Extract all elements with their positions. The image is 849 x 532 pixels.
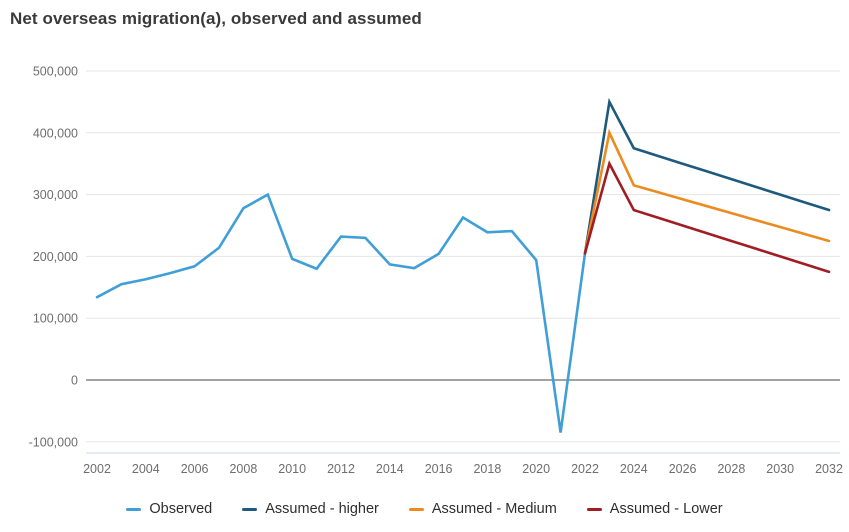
x-tick-label: 2012 — [327, 462, 355, 476]
series-line-observed[interactable] — [95, 192, 587, 433]
x-tick-label: 2008 — [229, 462, 257, 476]
y-tick-label: 0 — [71, 374, 78, 388]
y-tick-label: 100,000 — [33, 312, 78, 326]
legend-label: Assumed - Medium — [431, 501, 557, 517]
x-tick-label: 2014 — [376, 462, 404, 476]
series-line-assumed-medium[interactable] — [583, 128, 831, 255]
x-tick-label: 2026 — [669, 462, 697, 476]
x-tick-label: 2024 — [620, 462, 648, 476]
series-line-assumed-higher[interactable] — [583, 97, 831, 255]
x-tick-label: 2028 — [717, 462, 745, 476]
x-tick-label: 2030 — [766, 462, 794, 476]
legend-swatch-icon — [408, 507, 424, 511]
x-tick-label: 2004 — [132, 462, 160, 476]
legend-swatch-icon — [586, 507, 602, 511]
legend-item-assumed-medium[interactable]: Assumed - Medium — [408, 501, 557, 517]
x-tick-label: 2002 — [83, 462, 111, 476]
legend-item-observed[interactable]: Observed — [126, 501, 212, 517]
series-line-assumed-lower[interactable] — [583, 160, 831, 274]
y-tick-label: -100,000 — [29, 435, 78, 449]
legend-label: Assumed - higher — [265, 501, 379, 517]
legend-item-assumed-higher[interactable]: Assumed - higher — [242, 501, 379, 517]
y-tick-label: 400,000 — [33, 126, 78, 140]
legend-item-assumed-lower[interactable]: Assumed - Lower — [586, 501, 723, 517]
x-tick-label: 2016 — [425, 462, 453, 476]
x-tick-label: 2020 — [522, 462, 550, 476]
legend-label: Observed — [149, 501, 213, 517]
legend-swatch-icon — [126, 507, 142, 511]
x-tick-label: 2018 — [473, 462, 501, 476]
legend-swatch-icon — [242, 507, 258, 511]
chart-legend: Observed Assumed - higher Assumed - Medi… — [0, 501, 849, 517]
legend-label: Assumed - Lower — [609, 501, 723, 517]
chart-title: Net overseas migration(a), observed and … — [10, 9, 422, 28]
x-tick-label: 2010 — [278, 462, 306, 476]
y-tick-label: 500,000 — [33, 65, 78, 79]
y-tick-label: 300,000 — [33, 188, 78, 202]
y-tick-label: 200,000 — [33, 250, 78, 264]
x-tick-label: 2006 — [181, 462, 209, 476]
line-chart-plot: -100,000 0 100,000 200,000 300,000 400,000 500… — [29, 65, 843, 477]
x-tick-label: 2022 — [571, 462, 599, 476]
x-tick-label: 2032 — [815, 462, 843, 476]
